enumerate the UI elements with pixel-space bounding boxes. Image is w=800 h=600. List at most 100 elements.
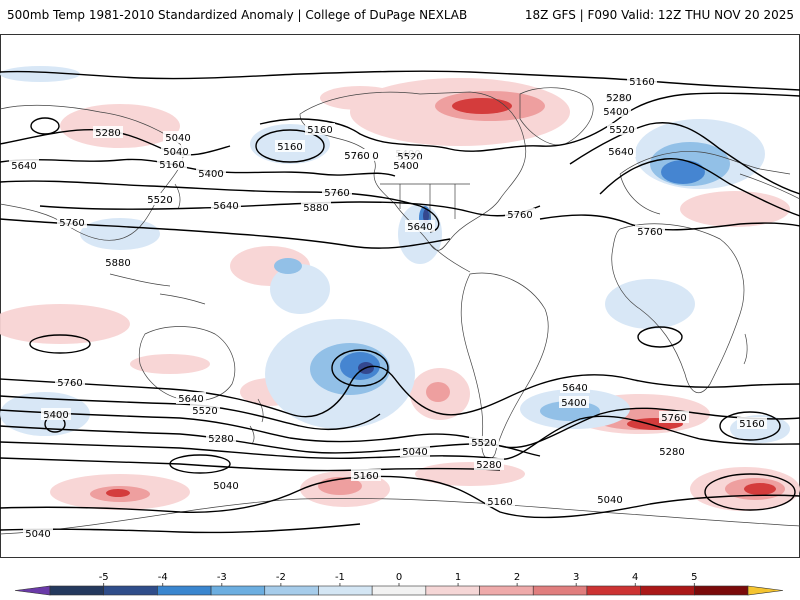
contour-label-bg — [391, 159, 421, 171]
madagascar-outline — [743, 333, 748, 365]
warm-anomaly-area — [0, 304, 130, 344]
contour-label: 5880 — [105, 258, 130, 269]
australia-outline — [138, 326, 236, 402]
contour-label-bg — [57, 216, 87, 228]
cold-anomaly-area — [398, 204, 442, 264]
contour-line — [719, 411, 781, 441]
contour-line — [0, 523, 361, 534]
contour-line — [39, 201, 541, 217]
europe-outline — [619, 151, 791, 215]
contour-label-bg — [23, 527, 53, 539]
contour-label-bg — [601, 105, 631, 117]
contour-label: 5760 — [59, 218, 84, 229]
contour-label: 5280 — [659, 447, 684, 458]
contour-line — [0, 415, 800, 460]
contour-label-bg — [657, 445, 687, 457]
contour-label: 5520 — [397, 152, 422, 163]
contour-label: 5520 — [147, 195, 172, 206]
contour-label-bg — [485, 495, 515, 507]
colorbar-swatch — [694, 585, 749, 596]
colorbar-swatch — [103, 585, 158, 596]
antarctica-outline — [0, 498, 800, 535]
contour-label: 5640 — [608, 147, 633, 158]
cold-anomaly-area — [80, 218, 160, 250]
contour-label: 5280 — [476, 460, 501, 471]
asia-outline — [739, 173, 800, 200]
contour-line — [30, 117, 60, 135]
contour-label-bg — [196, 167, 226, 179]
colorbar-tick-label: -4 — [158, 572, 168, 583]
contour-label-bg — [190, 404, 220, 416]
contour-label: 5160 — [487, 497, 512, 508]
colorbar-tick-label: 3 — [573, 572, 579, 583]
contour-line — [331, 349, 389, 387]
contour-label-bg — [505, 208, 535, 220]
contour-label: 5400 — [198, 169, 223, 180]
contour-label-bg — [604, 91, 634, 103]
contour-label: 5520 — [471, 438, 496, 449]
contour-label: 5760 — [57, 378, 82, 389]
contour-line — [255, 129, 325, 163]
contour-label: 5760 — [324, 188, 349, 199]
contour-label: 5520 — [192, 406, 217, 417]
cold-anomaly-area — [423, 209, 429, 223]
colorbar-min-extend — [14, 585, 51, 596]
contour-label: 5760 — [507, 210, 532, 221]
contour-label-bg — [301, 201, 331, 213]
colorbar-swatch — [479, 585, 534, 596]
contour-labels: 5160528054005520528056405040516052805520… — [9, 75, 767, 540]
anomaly-map: 5160528054005520528056405040516052805520… — [0, 34, 800, 558]
central-america-outline — [429, 243, 471, 273]
contour-label-bg — [606, 145, 636, 157]
contour-line — [599, 157, 800, 217]
contour-label-bg — [737, 417, 767, 429]
contour-label-bg — [559, 396, 589, 408]
south-america-outline — [460, 272, 549, 460]
colorbar-swatch — [210, 585, 266, 596]
contour-label-bg — [145, 193, 175, 205]
model-valid-time: 18Z GFS | F090 Valid: 12Z THU NOV 20 202… — [524, 8, 794, 22]
contour-label-bg — [659, 411, 689, 423]
cold-anomaly-area — [605, 279, 695, 329]
contour-label-bg — [275, 140, 305, 152]
contour-line — [0, 395, 381, 431]
contour-label: 5280 — [95, 128, 120, 139]
contour-label: 5400 — [561, 398, 586, 409]
contour-label-bg — [211, 199, 241, 211]
colorbar-tick-label: -5 — [99, 572, 109, 583]
contour-label: 5400 — [603, 107, 628, 118]
contour-label-bg — [211, 479, 241, 491]
colorbar-swatch — [157, 585, 212, 596]
contour-line — [637, 326, 683, 348]
cold-anomaly-area — [661, 160, 705, 184]
contour-label: 5640 — [11, 161, 36, 172]
warm-anomaly-area — [452, 98, 512, 114]
anomaly-shading — [0, 66, 800, 511]
africa-outline — [611, 223, 745, 394]
colorbar-swatch — [640, 585, 695, 596]
contour-line — [569, 122, 800, 195]
contour-label-bg — [351, 469, 381, 481]
colorbar: -5 -4 -3 -2 -1 0 1 2 3 4 5 — [14, 572, 784, 596]
contour-label: 5160 — [307, 125, 332, 136]
contour-label-bg — [342, 149, 372, 161]
contour-label-bg — [55, 376, 85, 388]
contour-label-bg — [607, 123, 637, 135]
contour-line — [169, 454, 231, 474]
warm-anomaly-area — [106, 489, 130, 497]
contour-label-bg — [635, 225, 665, 237]
contour-label-bg — [176, 392, 206, 404]
colorbar-swatch — [425, 585, 480, 596]
contour-label: 5280 — [606, 93, 631, 104]
contour-line — [0, 475, 800, 519]
header-bar: 500mb Temp 1981-2010 Standardized Anomal… — [0, 0, 800, 30]
contour-line — [0, 457, 501, 472]
contour-label: 5400 — [393, 161, 418, 172]
contour-label: 5760 — [637, 227, 662, 238]
contour-label-bg — [560, 381, 590, 393]
colorbar-swatch — [532, 585, 588, 596]
colorbar-tick-label: -3 — [217, 572, 227, 583]
warm-anomaly-area — [130, 354, 210, 374]
cold-anomaly-area — [270, 264, 330, 314]
colorbar-swatch — [586, 585, 641, 596]
